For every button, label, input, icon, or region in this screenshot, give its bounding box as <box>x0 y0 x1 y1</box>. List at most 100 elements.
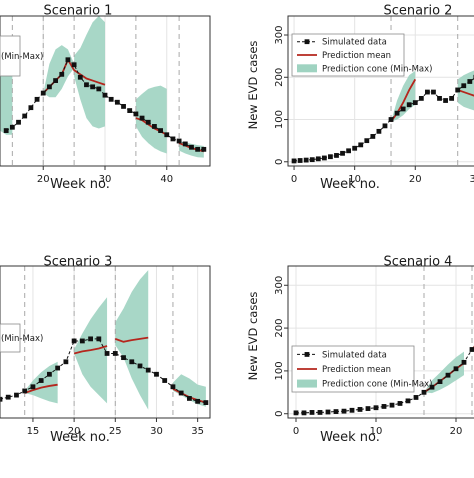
simulated-data-point <box>112 351 118 356</box>
legend-label-cone: (Min-Max) <box>1 52 43 62</box>
simulated-data-point <box>443 98 448 103</box>
simulated-data-point <box>461 83 467 89</box>
simulated-data-point <box>365 406 371 411</box>
simulated-data-point <box>201 146 207 152</box>
y-tick-label: 200 <box>274 68 285 87</box>
simulated-data-point <box>40 90 46 96</box>
simulated-data-point <box>162 378 168 383</box>
simulated-data-point <box>127 108 133 113</box>
simulated-data-point <box>96 86 102 92</box>
simulated-data-point <box>376 128 382 134</box>
simulated-data-point <box>152 124 157 129</box>
x-tick-label: 10 <box>348 174 361 185</box>
plot-area <box>288 266 474 418</box>
legend-box <box>0 35 21 77</box>
legend-simulated-marker <box>304 352 310 357</box>
simulated-data-point <box>325 409 331 415</box>
x-tick-label: 40 <box>160 174 173 185</box>
x-axis-label: Week no. <box>50 177 110 192</box>
simulated-data-point <box>63 359 69 365</box>
simulated-data-point <box>293 410 299 416</box>
simulated-data-point <box>413 395 419 400</box>
simulated-data-point <box>405 398 411 404</box>
simulated-data-point <box>301 410 307 416</box>
legend-cone-swatch <box>297 379 317 388</box>
simulated-data-point <box>382 123 388 129</box>
simulated-data-point <box>77 74 83 80</box>
simulated-data-point <box>309 157 315 163</box>
legend-label-cone: (Min-Max) <box>1 334 43 344</box>
simulated-data-point <box>59 71 65 77</box>
simulated-data-point <box>469 347 474 352</box>
simulated-data-point <box>357 407 363 412</box>
simulated-data-point <box>158 128 163 133</box>
simulated-data-point <box>22 113 28 119</box>
simulated-data-point <box>53 78 58 83</box>
simulated-data-point <box>388 117 394 122</box>
legend-label-cone: Prediction cone (Min-Max) <box>322 64 432 74</box>
simulated-data-point <box>187 396 192 401</box>
simulated-data-point <box>406 102 412 108</box>
simulated-data-point <box>445 372 451 378</box>
x-tick-label: 20 <box>409 174 422 185</box>
simulated-data-point <box>467 79 473 84</box>
plot-frame <box>287 15 474 167</box>
simulated-data-point <box>164 132 170 138</box>
simulated-data-point <box>22 388 28 394</box>
simulated-data-point <box>90 84 96 90</box>
simulated-data-point <box>129 359 135 365</box>
simulated-data-point <box>397 401 403 406</box>
simulated-data-point <box>381 404 387 409</box>
simulated-data-point <box>373 405 379 411</box>
simulated-data-point <box>133 111 139 117</box>
simulated-data-point <box>455 87 461 93</box>
simulated-data-point <box>461 359 467 365</box>
simulated-data-line <box>294 77 474 162</box>
simulated-data-point <box>114 99 120 105</box>
plot-area <box>0 266 209 418</box>
simulated-data-point <box>14 392 19 398</box>
simulated-data-point <box>291 158 297 164</box>
prediction-cone <box>0 68 13 135</box>
simulated-data-point <box>297 158 303 163</box>
simulated-data-point <box>309 410 315 415</box>
simulated-data-point <box>182 141 188 147</box>
simulated-data-point <box>137 363 143 369</box>
scenario-panel-1: 20 30 40 Scenario 1 Week no. (Min-Max) <box>0 4 211 192</box>
simulated-data-point <box>28 105 34 111</box>
prediction-cone <box>172 374 206 407</box>
x-tick-label: 0 <box>293 426 299 437</box>
simulated-data-point <box>341 408 347 414</box>
x-tick-label: 20 <box>37 174 50 185</box>
legend: (Min-Max) <box>0 323 43 353</box>
plot-frame <box>287 265 474 419</box>
legend-simulated-marker <box>304 39 310 45</box>
simulated-data-point <box>421 389 427 395</box>
x-tick-label: 30 <box>99 174 112 185</box>
simulated-data-point <box>38 378 44 383</box>
simulated-data-point <box>394 110 400 116</box>
simulated-data-point <box>121 355 126 361</box>
simulated-data-point <box>5 394 11 400</box>
x-tick-label: 0 <box>291 174 297 185</box>
simulated-data-point <box>88 336 93 342</box>
panel-title: Scenario 2 <box>384 4 453 19</box>
simulated-data-point <box>340 150 345 156</box>
simulated-data-point <box>34 96 40 102</box>
prediction-mean-line <box>114 336 149 343</box>
simulated-data-point <box>71 62 77 68</box>
simulated-data-point <box>0 396 3 402</box>
prediction-cone <box>135 85 167 154</box>
legend-label-mean: Prediction mean <box>322 51 391 61</box>
simulated-data-point <box>102 92 108 98</box>
x-axis-label: Week no. <box>320 177 380 192</box>
x-axis-label: Week no. <box>320 430 380 445</box>
prediction-mean-line <box>457 89 474 97</box>
legend-label-cone: Prediction cone (Min-Max) <box>322 380 432 390</box>
y-tick-label: 100 <box>274 361 285 380</box>
legend-box <box>0 323 21 353</box>
